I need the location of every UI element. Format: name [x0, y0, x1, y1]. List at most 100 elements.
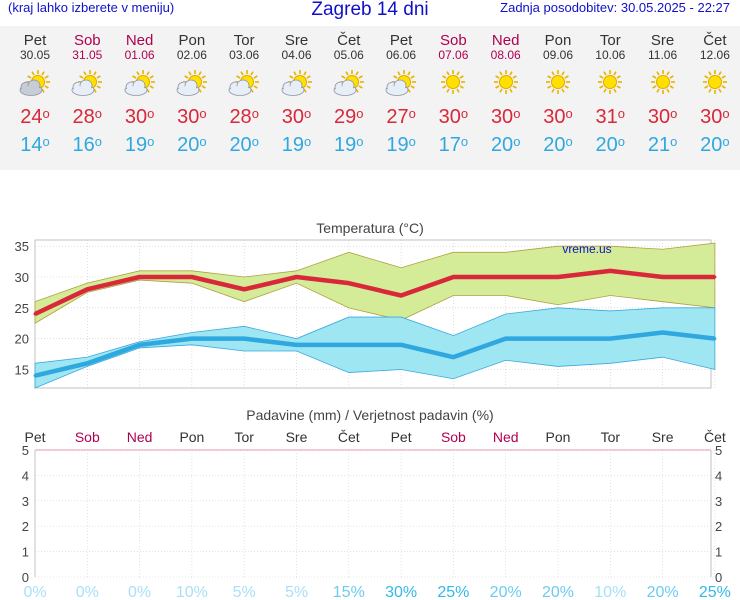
y-tick-label-right: 1 — [715, 545, 722, 560]
data-point — [242, 337, 246, 341]
max-temp: 30o — [281, 106, 312, 128]
day-column: Sre 11.06 30o 21o — [637, 26, 689, 157]
max-temp-value: 30 — [281, 106, 304, 128]
min-temp-value: 21 — [647, 134, 671, 156]
max-temp: 30o — [177, 106, 207, 128]
data-point — [85, 361, 89, 365]
min-temp: 20o — [543, 134, 573, 156]
data-point — [504, 275, 508, 279]
max-temp-value: 30 — [543, 106, 566, 128]
min-temp: 16o — [72, 134, 103, 156]
x-tick-label: Ned — [493, 429, 519, 445]
data-point — [242, 287, 246, 291]
y-tick-label-left: 5 — [22, 443, 29, 458]
x-tick-label: Sob — [75, 429, 100, 445]
min-temp: 19o — [124, 134, 155, 156]
y-tick-label-right: 4 — [715, 468, 722, 483]
min-temp-value: 20 — [700, 134, 723, 156]
max-temp-value: 30 — [490, 106, 514, 128]
data-point — [451, 355, 455, 359]
max-temp: 30o — [700, 106, 730, 128]
day-column: Pet 06.06 27o 19o — [375, 26, 427, 156]
series-line — [34, 330, 716, 378]
precip-probability-label: 20% — [647, 584, 679, 600]
day-name: Pon — [178, 32, 206, 49]
max-temp: 30o — [647, 106, 678, 128]
day-name: Čet — [337, 32, 361, 49]
precip-probability-label: 25% — [437, 584, 469, 600]
day-column: Čet 05.06 29o 19o — [323, 26, 375, 156]
min-temp: 19o — [386, 134, 416, 156]
data-point — [661, 275, 665, 279]
max-temp-value: 29 — [334, 106, 357, 128]
max-temp: 27o — [386, 106, 416, 128]
y-tick-label-right: 2 — [715, 519, 722, 534]
y-tick-label: 35 — [15, 239, 29, 254]
y-tick-label-right: 5 — [715, 443, 722, 458]
data-point — [190, 275, 194, 279]
day-name: Tor — [599, 32, 621, 49]
data-point — [608, 337, 612, 341]
min-temp-value: 19 — [334, 134, 357, 156]
min-temp-value: 19 — [124, 134, 148, 156]
data-point — [347, 343, 351, 347]
sun-icon — [646, 70, 680, 98]
day-date: 07.06 — [438, 48, 469, 62]
day-name: Pet — [23, 32, 47, 49]
max-temp-value: 27 — [386, 106, 409, 128]
x-tick-label: Pet — [391, 429, 412, 445]
data-point — [608, 269, 612, 273]
day-name: Sob — [73, 32, 101, 49]
max-temp-value: 28 — [229, 106, 252, 128]
day-column: Sre 04.06 30o 19o — [271, 26, 323, 156]
day-column: Pon 02.06 30o 20o — [166, 26, 218, 156]
day-date: 10.06 — [595, 48, 626, 62]
day-name: Sre — [650, 32, 675, 49]
min-temp-value: 19 — [386, 134, 409, 156]
last-updated: Zadnja posodobitev: 30.05.2025 - 22:27 — [500, 0, 730, 15]
day-name: Ned — [125, 32, 154, 49]
y-tick-label: 25 — [15, 301, 29, 316]
data-point — [138, 275, 142, 279]
y-tick-label-left: 0 — [22, 570, 29, 585]
data-point — [713, 337, 717, 341]
x-tick-label: Sre — [286, 429, 308, 445]
day-date: 03.06 — [229, 48, 260, 62]
chart-title: Padavine (mm) / Verjetnost padavin (%) — [246, 407, 493, 423]
day-name: Sre — [284, 32, 309, 49]
precip-probability-label: 10% — [594, 584, 626, 600]
y-tick-label-right: 0 — [715, 570, 722, 585]
sun-cloud-icon — [227, 70, 261, 98]
plot-area — [35, 450, 711, 577]
day-name: Ned — [491, 32, 520, 49]
location-menu-hint[interactable]: (kraj lahko izberete v meniju) — [8, 0, 175, 15]
day-date: 31.05 — [72, 48, 103, 62]
data-point — [399, 294, 403, 297]
min-temp: 19o — [281, 134, 312, 156]
day-date: 09.06 — [542, 48, 574, 62]
data-point — [138, 343, 142, 347]
min-temp: 17o — [438, 134, 469, 156]
day-column: Ned 01.06 30o 19o — [114, 26, 166, 156]
y-tick-label: 20 — [15, 332, 29, 347]
data-point — [504, 337, 508, 341]
max-temp-value: 24 — [20, 106, 43, 128]
day-column: Sob 07.06 30o 17o — [427, 26, 479, 157]
x-tick-label: Tor — [601, 429, 621, 445]
min-temp-value: 19 — [281, 134, 304, 156]
series-line — [34, 268, 715, 317]
sun-icon — [436, 70, 470, 98]
day-column: Tor 03.06 28o 20o — [218, 26, 270, 156]
max-temp: 31o — [595, 106, 626, 128]
watermark: vreme.us — [562, 242, 611, 256]
min-temp: 14o — [20, 134, 50, 156]
precip-probability-label: 0% — [23, 584, 46, 600]
day-date: 02.06 — [176, 48, 207, 62]
min-temp: 20o — [700, 134, 730, 156]
min-temp-value: 16 — [72, 134, 95, 156]
max-temp: 28o — [229, 106, 259, 128]
x-tick-label: Čet — [704, 429, 726, 445]
day-column: Pet 30.05 24o 14o — [9, 26, 61, 156]
y-tick-label: 30 — [15, 270, 29, 285]
min-temp-value: 17 — [438, 134, 461, 156]
